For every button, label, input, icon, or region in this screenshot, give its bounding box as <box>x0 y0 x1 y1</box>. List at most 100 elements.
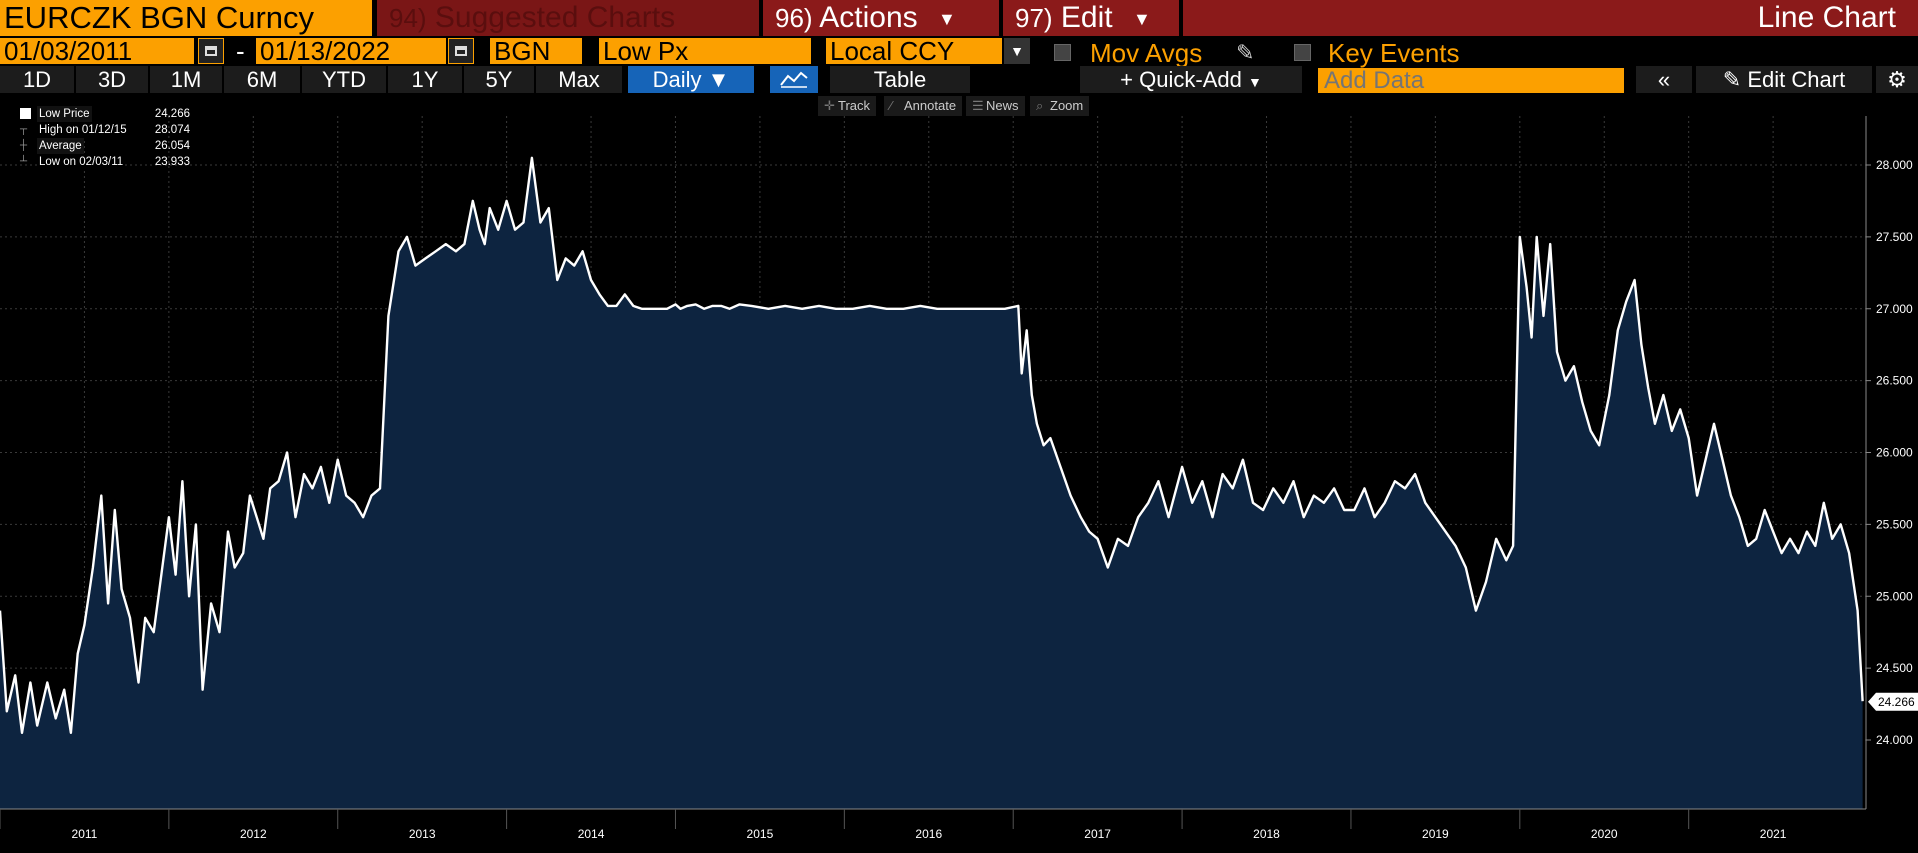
period-5y[interactable]: 5Y <box>464 66 534 93</box>
annotate-tool[interactable]: ⁄ Annotate <box>884 96 963 116</box>
period-1m[interactable]: 1M <box>150 66 222 93</box>
last-value-label: 24.266 <box>1878 695 1915 709</box>
period-3d[interactable]: 3D <box>76 66 148 93</box>
edit-chart-label: Edit Chart <box>1747 67 1846 92</box>
date-range-separator: - <box>236 36 245 66</box>
x-tick-label: 2018 <box>1253 827 1280 841</box>
legend-value: 28.074 <box>154 124 190 136</box>
low-marker-icon: ┴ <box>20 156 28 167</box>
chevron-down-icon: ▼ <box>1132 9 1151 30</box>
y-tick-label: 24.500 <box>1876 661 1913 675</box>
source-field[interactable]: BGN <box>490 38 582 64</box>
x-tick-label: 2020 <box>1591 827 1618 841</box>
pencil-icon: ✎ <box>1722 67 1742 92</box>
x-tick-label: 2021 <box>1760 827 1787 841</box>
period-ytd[interactable]: YTD <box>302 66 386 93</box>
x-tick-label: 2016 <box>915 827 942 841</box>
y-tick-label: 26.000 <box>1876 446 1913 460</box>
chart-tools: ✛ Track ⁄ Annotate ☰ News ⌕ Zoom <box>0 96 1918 116</box>
series-line[interactable] <box>0 156 1864 734</box>
x-tick-label: 2017 <box>1084 827 1111 841</box>
y-tick-label: 26.500 <box>1876 374 1913 388</box>
title-bar-fill <box>1183 0 1918 36</box>
news-tool[interactable]: ☰ News <box>966 96 1025 116</box>
chevron-down-icon[interactable]: ▼ <box>1004 38 1030 64</box>
currency-selector[interactable]: Local CCY <box>826 38 1002 64</box>
legend-label: Low Price <box>37 106 92 122</box>
actions-number: 96) <box>775 3 813 33</box>
x-tick-label: 2011 <box>72 827 98 841</box>
start-date-field[interactable]: 01/03/2011 <box>0 38 194 64</box>
series-swatch <box>20 108 31 119</box>
controls-bar: 01/03/2011 - 01/13/2022 BGN Low Px Local… <box>0 36 1918 68</box>
calendar-icon[interactable] <box>198 38 224 64</box>
annotate-icon: ⁄ <box>890 98 893 113</box>
collapse-icon[interactable]: « <box>1636 66 1692 93</box>
actions-menu[interactable]: 96) Actions ▼ <box>763 0 999 36</box>
time-range-bar: 1D 3D 1M 6M YTD 1Y 5Y Max Daily ▼ Table … <box>0 66 1918 96</box>
suggested-charts-label: Suggested Charts <box>434 1 676 34</box>
news-label: News <box>986 98 1019 113</box>
crosshair-icon: ✛ <box>824 98 835 113</box>
key-events-checkbox[interactable] <box>1294 44 1311 61</box>
frequency-dropdown[interactable]: Daily ▼ <box>628 66 754 93</box>
y-tick-label: 28.000 <box>1876 158 1913 172</box>
legend-item[interactable]: ┴ Low on 02/03/11 23.933 <box>8 154 190 170</box>
zoom-icon: ⌕ <box>1036 98 1044 113</box>
legend-item[interactable]: ┼ Average 26.054 <box>8 138 190 154</box>
y-tick-label: 27.500 <box>1876 230 1913 244</box>
edit-number: 97) <box>1015 3 1053 33</box>
series-area <box>0 157 1863 810</box>
edit-label: Edit <box>1060 1 1113 34</box>
y-tick-label: 27.000 <box>1876 302 1913 316</box>
x-tick-label: 2019 <box>1422 827 1449 841</box>
chevron-down-icon: ▼ <box>707 67 730 92</box>
edit-menu[interactable]: 97) Edit ▼ <box>1003 0 1179 36</box>
y-tick-label: 25.500 <box>1876 517 1913 531</box>
line-chart[interactable]: 24.000 24.500 25.000 25.500 26.000 26.500 27.0… <box>0 116 1918 853</box>
chevron-down-icon: ▼ <box>1247 74 1262 90</box>
legend-value: 23.933 <box>154 156 190 168</box>
x-tick-label: 2014 <box>578 827 605 841</box>
track-tool[interactable]: ✛ Track <box>818 96 877 116</box>
chart-type-title: Line Chart <box>1757 1 1896 34</box>
x-tick-label: 2015 <box>747 827 774 841</box>
chart-legend: Low Price 24.266 ┬ High on 01/12/15 28.0… <box>8 106 190 170</box>
news-icon: ☰ <box>972 98 984 113</box>
suggested-charts-number: 94) <box>389 3 427 33</box>
key-events-label[interactable]: Key Events <box>1328 38 1460 68</box>
zoom-tool[interactable]: ⌕ Zoom <box>1030 96 1090 116</box>
mov-avgs-checkbox[interactable] <box>1054 44 1071 61</box>
plus-icon: + <box>1120 67 1134 92</box>
edit-chart-button[interactable]: ✎ Edit Chart <box>1696 66 1872 93</box>
line-chart-icon[interactable] <box>770 66 818 93</box>
track-label: Track <box>838 98 871 113</box>
field-selector[interactable]: Low Px <box>599 38 811 64</box>
last-value-tag <box>1868 692 1918 711</box>
legend-item[interactable]: ┬ High on 01/12/15 28.074 <box>8 122 190 138</box>
period-6m[interactable]: 6M <box>224 66 300 93</box>
gear-icon[interactable]: ⚙ <box>1876 66 1918 93</box>
period-max[interactable]: Max <box>536 66 622 93</box>
high-marker-icon: ┬ <box>20 124 28 135</box>
security-ticker[interactable]: EURCZK BGN Curncy <box>0 0 372 36</box>
y-tick-label: 25.000 <box>1876 589 1913 603</box>
quick-add-button[interactable]: + Quick-Add ▼ <box>1080 66 1302 93</box>
period-1y[interactable]: 1Y <box>388 66 462 93</box>
end-date-field[interactable]: 01/13/2022 <box>256 38 446 64</box>
suggested-charts-menu[interactable]: 94) Suggested Charts <box>377 0 759 36</box>
add-data-input[interactable] <box>1318 68 1624 93</box>
frequency-label: Daily <box>652 67 702 92</box>
x-tick-label: 2012 <box>240 827 267 841</box>
period-1d[interactable]: 1D <box>0 66 74 93</box>
pencil-icon[interactable]: ✎ <box>1236 40 1255 65</box>
calendar-icon[interactable] <box>448 38 474 64</box>
legend-item[interactable]: Low Price 24.266 <box>8 106 190 122</box>
title-bar: EURCZK BGN Curncy 94) Suggested Charts 9… <box>0 0 1918 36</box>
legend-value: 24.266 <box>154 108 190 120</box>
table-button[interactable]: Table <box>830 66 970 93</box>
annotate-label: Annotate <box>904 98 957 113</box>
zoom-label: Zoom <box>1050 98 1084 113</box>
legend-label: High on 01/12/15 <box>37 122 129 138</box>
mov-avgs-label[interactable]: Mov Avgs <box>1090 38 1203 68</box>
